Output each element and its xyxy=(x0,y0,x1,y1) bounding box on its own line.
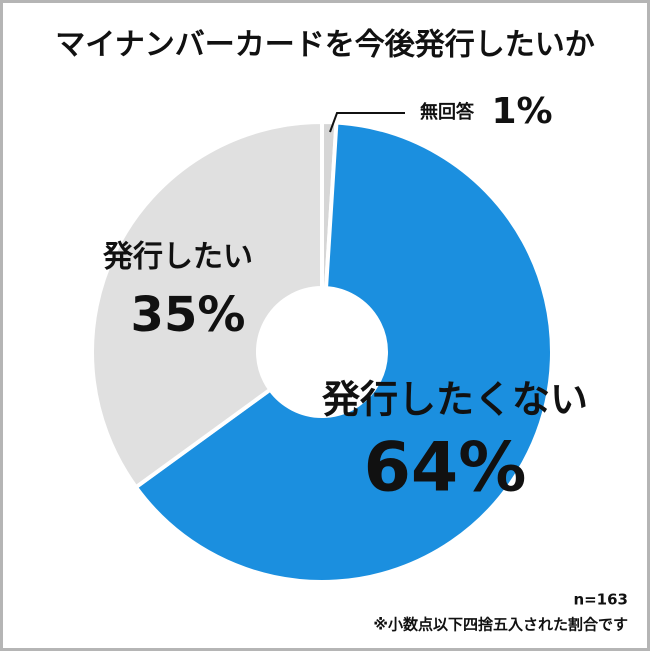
value-label: 64% xyxy=(364,429,527,508)
value-label: 35% xyxy=(131,287,246,343)
slice-label: 発行したい xyxy=(102,240,253,275)
footnote: ※小数点以下四捨五入された割合です xyxy=(373,616,628,634)
slice-label: 発行したくない xyxy=(322,378,588,422)
pie-slice xyxy=(90,119,324,490)
value-label: 1% xyxy=(491,91,552,132)
leader-line xyxy=(329,112,405,133)
sample-size: n=163 xyxy=(573,591,628,609)
chart-title: マイナンバーカードを今後発行したいか xyxy=(55,28,594,63)
slice-label: 無回答 xyxy=(420,101,475,123)
pie-slice xyxy=(133,120,554,584)
